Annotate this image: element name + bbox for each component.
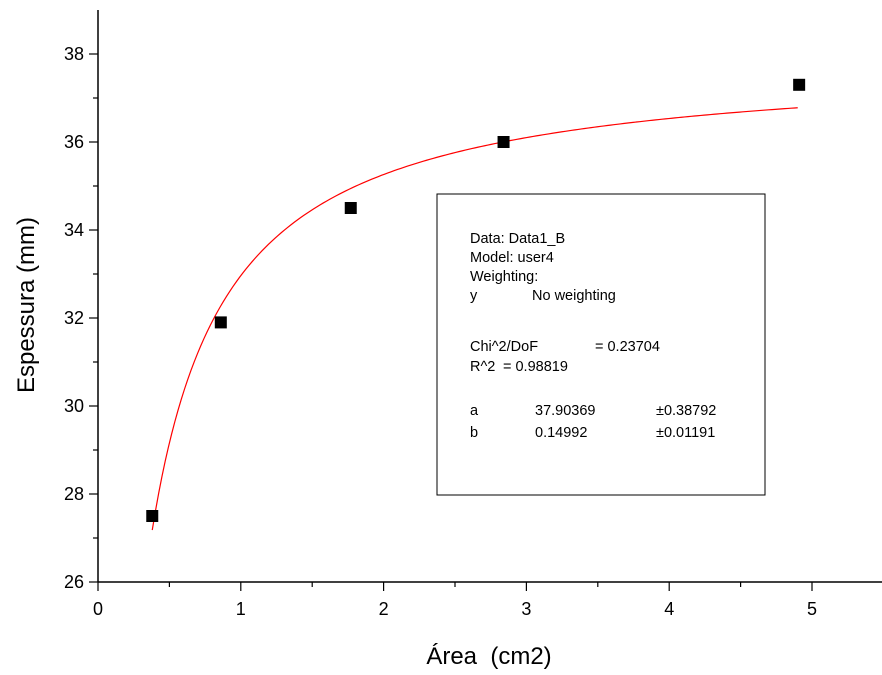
y-axis-title: Espessura (mm) [13,217,40,393]
x-tick-label: 1 [236,599,246,619]
y-tick-label: 34 [64,220,84,240]
fit-param-a-value: 37.90369 [535,403,595,419]
fit-chi-label: Chi^2/DoF [470,339,538,355]
y-tick-label: 32 [64,308,84,328]
data-point [146,510,159,522]
y-tick-label: 36 [64,132,84,152]
fit-r2-value: = 0.98819 [503,359,568,375]
fit-param-b-value: 0.14992 [535,425,587,441]
fit-param-b-name: b [470,425,478,441]
x-tick-label: 0 [93,599,103,619]
data-points [146,78,806,522]
y-tick-label: 38 [64,44,84,64]
fit-param-b-error: ±0.01191 [656,425,715,441]
fit-results-box: Data: Data1_B Model: user4 Weighting: y … [436,193,766,496]
x-tick-label: 3 [521,599,531,619]
x-tick-label: 5 [807,599,817,619]
y-tick-label: 26 [64,572,84,592]
fit-data-line: Data: Data1_B [470,231,565,247]
fit-param-a-error: ±0.38792 [656,403,716,419]
data-point [214,316,227,329]
x-tick-label: 4 [664,599,674,619]
x-tick-label: 2 [379,599,389,619]
axis-ticks [89,53,813,591]
fit-y-value: No weighting [532,288,616,304]
data-point [793,78,806,91]
fit-curve [151,107,798,531]
fit-box-border [436,193,766,496]
x-axis-title: Área (cm2) [426,643,551,670]
fit-y-label: y [470,288,478,304]
fit-chi-value: = 0.23704 [595,339,660,355]
data-point [344,202,357,214]
y-tick-label: 30 [64,396,84,416]
y-tick-label: 28 [64,484,84,504]
fit-param-a-name: a [470,403,479,419]
fit-r2-label: R^2 [470,359,495,375]
fit-weighting-line: Weighting: [470,269,538,285]
fit-model-line: Model: user4 [470,250,554,266]
data-point [497,136,510,148]
